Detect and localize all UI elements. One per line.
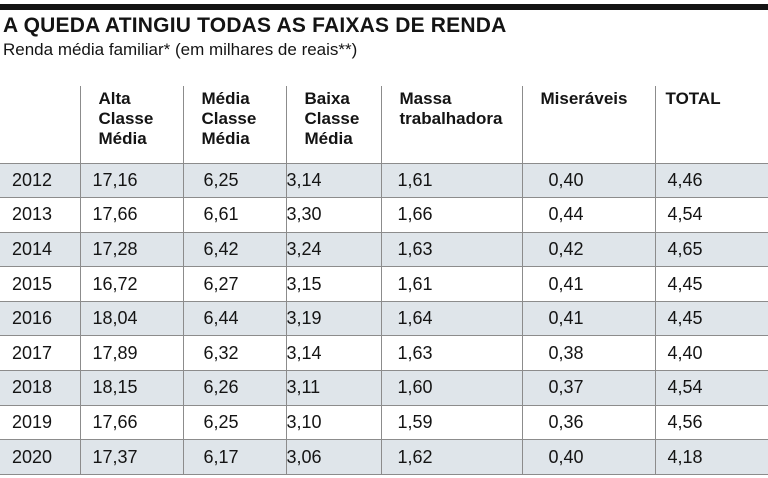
header-alta-classe-media: Alta Classe Média: [79, 86, 183, 163]
value-cell: 18,15: [79, 370, 183, 406]
value-cell: 6,27: [182, 266, 286, 302]
value-cell: 3,06: [285, 439, 381, 475]
table-row: 2012 17,16 6,25 3,14 1,61 0,40 4,46: [0, 162, 768, 198]
value-cell: 0,44: [521, 197, 655, 233]
header-line: Média: [201, 89, 250, 108]
value-cell: 3,24: [285, 231, 381, 267]
header-line: Média: [304, 129, 353, 148]
value-cell: 4,45: [654, 266, 768, 302]
value-cell: 0,36: [521, 404, 655, 440]
value-cell: 0,41: [521, 266, 655, 302]
chart-title: A QUEDA ATINGIU TODAS AS FAIXAS DE RENDA: [3, 14, 507, 37]
value-cell: 4,18: [654, 439, 768, 475]
header-line: Classe: [304, 109, 360, 128]
table-row: 2015 16,72 6,27 3,15 1,61 0,41 4,45: [0, 266, 768, 302]
header-row: Alta Classe Média Média Classe Média Bai…: [0, 86, 768, 163]
value-cell: 3,19: [285, 300, 381, 336]
year-cell: 2014: [0, 231, 80, 267]
value-cell: 0,42: [521, 231, 655, 267]
value-cell: 6,25: [182, 404, 286, 440]
value-cell: 0,40: [521, 162, 655, 198]
value-cell: 4,56: [654, 404, 768, 440]
value-cell: 4,54: [654, 370, 768, 406]
table-row: 2019 17,66 6,25 3,10 1,59 0,36 4,56: [0, 404, 768, 440]
value-cell: 4,54: [654, 197, 768, 233]
year-cell: 2020: [0, 439, 80, 475]
value-cell: 3,15: [285, 266, 381, 302]
year-cell: 2016: [0, 300, 80, 336]
year-cell: 2012: [0, 162, 80, 198]
header-line: Alta: [98, 89, 131, 108]
header-line: TOTAL: [665, 89, 721, 108]
value-cell: 0,41: [521, 300, 655, 336]
value-cell: 6,61: [182, 197, 286, 233]
value-cell: 1,61: [380, 162, 522, 198]
value-cell: 17,89: [79, 335, 183, 371]
value-cell: 1,61: [380, 266, 522, 302]
top-rule: [0, 4, 768, 10]
table-row: 2020 17,37 6,17 3,06 1,62 0,40 4,18: [0, 439, 768, 475]
value-cell: 1,63: [380, 231, 522, 267]
year-cell: 2015: [0, 266, 80, 302]
value-cell: 1,60: [380, 370, 522, 406]
table-row: 2014 17,28 6,42 3,24 1,63 0,42 4,65: [0, 231, 768, 267]
value-cell: 17,66: [79, 404, 183, 440]
value-cell: 6,42: [182, 231, 286, 267]
value-cell: 3,14: [285, 335, 381, 371]
table-row: 2016 18,04 6,44 3,19 1,64 0,41 4,45: [0, 300, 768, 336]
header-line: Miseráveis: [540, 89, 628, 108]
value-cell: 3,14: [285, 162, 381, 198]
year-cell: 2013: [0, 197, 80, 233]
header-year: [0, 86, 80, 163]
value-cell: 17,66: [79, 197, 183, 233]
value-cell: 1,64: [380, 300, 522, 336]
year-cell: 2018: [0, 370, 80, 406]
header-media-classe-media: Média Classe Média: [182, 86, 286, 163]
value-cell: 18,04: [79, 300, 183, 336]
value-cell: 3,10: [285, 404, 381, 440]
value-cell: 4,65: [654, 231, 768, 267]
value-cell: 4,40: [654, 335, 768, 371]
header-massa-trabalhadora: Massa trabalhadora: [380, 86, 522, 163]
header-line: trabalhadora: [399, 109, 503, 128]
value-cell: 3,30: [285, 197, 381, 233]
header-total: TOTAL: [654, 86, 768, 163]
chart-subtitle: Renda média familiar* (em milhares de re…: [3, 40, 358, 59]
value-cell: 0,37: [521, 370, 655, 406]
value-cell: 4,46: [654, 162, 768, 198]
value-cell: 17,28: [79, 231, 183, 267]
header-line: Média: [98, 129, 147, 148]
header-line: Massa: [399, 89, 452, 108]
value-cell: 6,44: [182, 300, 286, 336]
table-row: 2018 18,15 6,26 3,11 1,60 0,37 4,54: [0, 370, 768, 406]
value-cell: 6,26: [182, 370, 286, 406]
header-line: Classe: [98, 109, 154, 128]
header-line: Baixa: [304, 89, 350, 108]
table-row: 2017 17,89 6,32 3,14 1,63 0,38 4,40: [0, 335, 768, 371]
header-line: Classe: [201, 109, 257, 128]
header-line: Média: [201, 129, 250, 148]
value-cell: 1,62: [380, 439, 522, 475]
value-cell: 1,63: [380, 335, 522, 371]
value-cell: 0,40: [521, 439, 655, 475]
value-cell: 1,66: [380, 197, 522, 233]
value-cell: 3,11: [285, 370, 381, 406]
value-cell: 1,59: [380, 404, 522, 440]
value-cell: 6,25: [182, 162, 286, 198]
value-cell: 0,38: [521, 335, 655, 371]
value-cell: 17,16: [79, 162, 183, 198]
table-row: 2013 17,66 6,61 3,30 1,66 0,44 4,54: [0, 197, 768, 233]
year-cell: 2017: [0, 335, 80, 371]
value-cell: 6,17: [182, 439, 286, 475]
value-cell: 16,72: [79, 266, 183, 302]
header-miseraveis: Miseráveis: [521, 86, 655, 163]
value-cell: 6,32: [182, 335, 286, 371]
value-cell: 17,37: [79, 439, 183, 475]
year-cell: 2019: [0, 404, 80, 440]
value-cell: 4,45: [654, 300, 768, 336]
income-table: Alta Classe Média Média Classe Média Bai…: [0, 86, 768, 475]
header-baixa-classe-media: Baixa Classe Média: [285, 86, 381, 163]
